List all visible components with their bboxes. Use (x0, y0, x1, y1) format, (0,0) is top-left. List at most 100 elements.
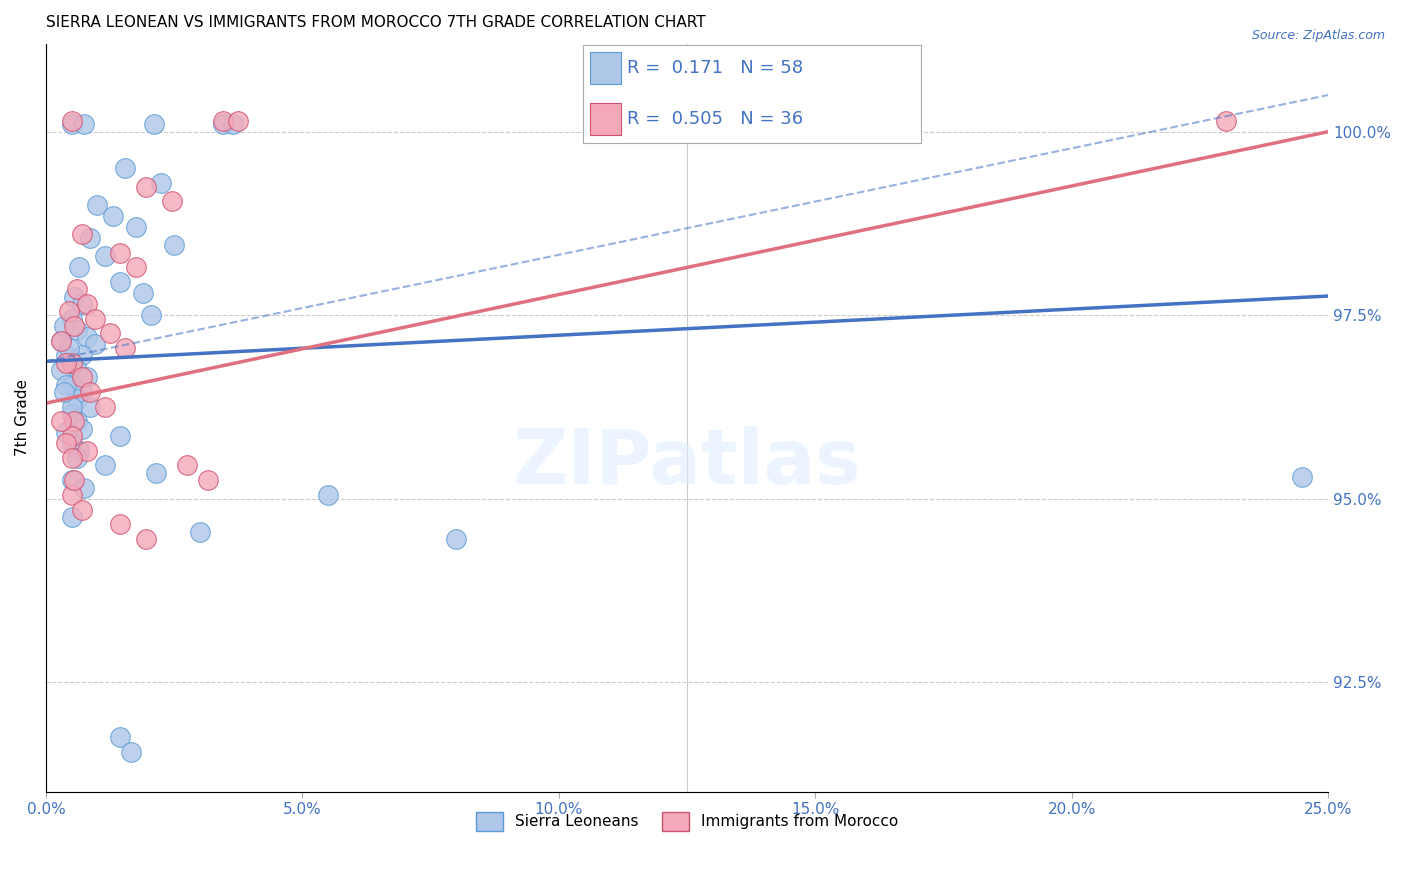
Point (60, 429, 83, 443)
Point (197, 473, 219, 487)
Point (1291, 469, 1313, 483)
Text: R =  0.505   N = 36: R = 0.505 N = 36 (627, 111, 803, 128)
Point (70, 370, 93, 384)
Point (60, 451, 83, 466)
Point (76, 330, 98, 344)
Point (316, 488, 339, 502)
Point (63, 473, 86, 487)
Point (55, 377, 77, 392)
Point (76, 297, 98, 311)
Point (60, 407, 83, 421)
Point (51, 363, 73, 377)
Point (86, 198, 108, 212)
Point (101, 209, 124, 223)
Bar (591, 103, 620, 136)
Point (135, 532, 157, 546)
Point (76, 443, 98, 458)
Point (67, 443, 90, 458)
Legend: Sierra Leoneans, Immigrants from Morocco: Sierra Leoneans, Immigrants from Morocco (470, 805, 904, 837)
Point (66, 323, 89, 337)
Point (51, 415, 73, 429)
Point (52, 385, 75, 400)
Point (66, 392, 89, 407)
Point (110, 275, 132, 289)
Point (120, 745, 142, 759)
Point (60, 113, 83, 128)
Point (70, 502, 93, 516)
Point (63, 319, 86, 334)
Point (51, 334, 73, 348)
Point (66, 282, 89, 296)
Point (60, 473, 83, 487)
Point (52, 319, 75, 334)
Point (60, 488, 83, 502)
Point (55, 356, 77, 370)
Text: Source: ZipAtlas.com: Source: ZipAtlas.com (1251, 29, 1385, 42)
Point (60, 400, 83, 414)
Point (132, 286, 155, 301)
Point (79, 400, 101, 414)
Point (60, 509, 83, 524)
Point (110, 730, 132, 744)
Point (139, 308, 162, 322)
Point (163, 238, 186, 252)
Point (110, 517, 132, 532)
Text: ZIPatlas: ZIPatlas (513, 425, 862, 500)
Point (188, 524, 211, 539)
Point (446, 532, 468, 546)
Point (83, 311, 105, 326)
Point (60, 311, 83, 326)
Point (66, 451, 89, 466)
Bar (591, 52, 620, 84)
Point (83, 337, 105, 351)
Point (58, 304, 80, 318)
Point (135, 179, 157, 194)
Point (226, 113, 249, 128)
Point (114, 341, 136, 355)
Point (125, 220, 148, 235)
Point (94, 458, 117, 473)
Point (79, 231, 101, 245)
Point (145, 466, 167, 480)
Point (55, 436, 77, 450)
Point (51, 334, 73, 348)
Point (70, 348, 93, 362)
Point (114, 161, 136, 176)
Point (176, 458, 198, 473)
Point (70, 385, 93, 400)
Text: SIERRA LEONEAN VS IMMIGRANTS FROM MOROCCO 7TH GRADE CORRELATION CHART: SIERRA LEONEAN VS IMMIGRANTS FROM MOROCC… (46, 15, 706, 30)
Point (160, 194, 183, 209)
Point (212, 117, 235, 131)
Point (212, 113, 235, 128)
Text: R =  0.171   N = 58: R = 0.171 N = 58 (627, 59, 803, 77)
Point (63, 290, 86, 304)
Point (222, 117, 245, 131)
Point (76, 370, 98, 384)
Point (79, 385, 101, 400)
Point (94, 249, 117, 263)
Point (110, 429, 132, 443)
Point (142, 117, 165, 131)
Point (66, 363, 89, 377)
Point (66, 415, 89, 429)
Point (60, 356, 83, 370)
Point (94, 400, 117, 414)
Point (73, 117, 96, 131)
Point (55, 348, 77, 362)
Point (150, 176, 173, 190)
Point (60, 356, 83, 370)
Point (58, 341, 80, 355)
Point (63, 415, 86, 429)
Point (60, 377, 83, 392)
Point (70, 422, 93, 436)
Y-axis label: 7th Grade: 7th Grade (15, 379, 30, 457)
Point (1215, 113, 1237, 128)
Point (110, 245, 132, 260)
Point (125, 260, 148, 275)
Point (60, 117, 83, 131)
Point (73, 481, 96, 495)
Point (70, 227, 93, 242)
Point (60, 436, 83, 450)
Point (70, 297, 93, 311)
Point (67, 260, 90, 275)
